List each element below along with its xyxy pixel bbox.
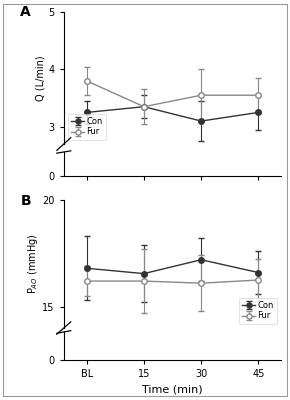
X-axis label: Time (min): Time (min)	[142, 384, 203, 394]
Y-axis label: P$_{AO}$ (mmHg): P$_{AO}$ (mmHg)	[26, 234, 40, 294]
Text: B: B	[20, 194, 31, 208]
Legend: Con, Fur: Con, Fur	[68, 114, 106, 140]
Text: A: A	[20, 5, 31, 19]
Y-axis label: Q (L/min): Q (L/min)	[36, 55, 46, 101]
Legend: Con, Fur: Con, Fur	[239, 298, 277, 324]
